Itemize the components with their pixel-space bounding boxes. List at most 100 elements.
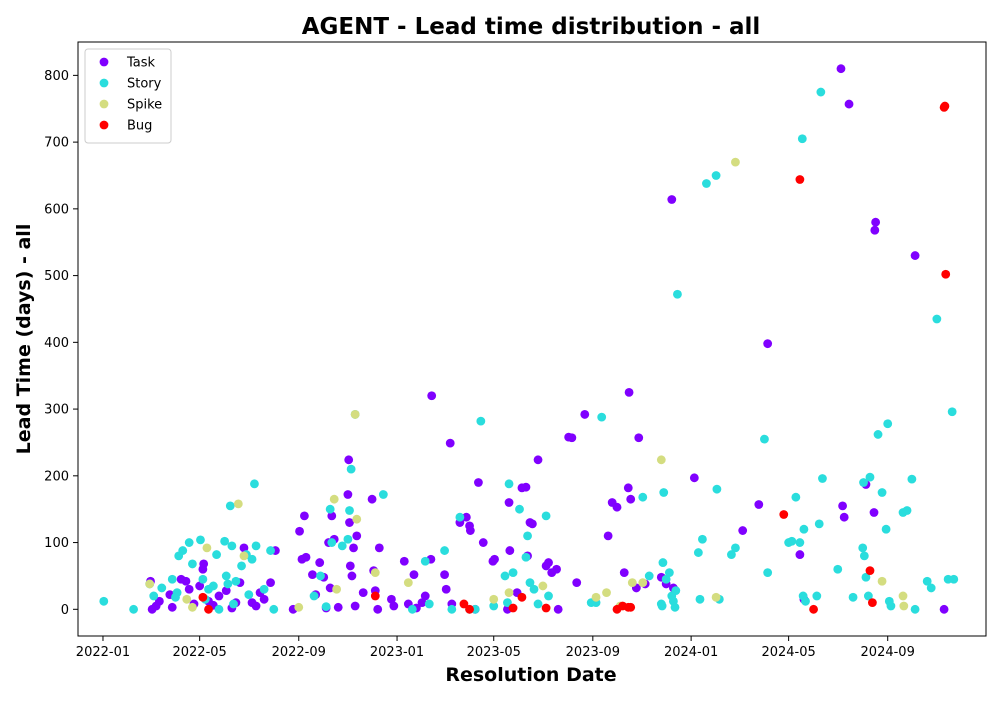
data-point [567, 433, 577, 443]
data-point [626, 602, 636, 612]
data-point [343, 534, 353, 544]
data-point [233, 499, 243, 509]
data-point [321, 602, 331, 612]
data-point [656, 455, 666, 465]
data-point [358, 588, 368, 598]
data-point [465, 526, 475, 535]
data-point [427, 391, 437, 401]
data-point [259, 584, 269, 594]
legend-label: Story [127, 77, 162, 92]
data-point [910, 251, 920, 260]
data-point [251, 601, 261, 611]
data-point [420, 556, 430, 566]
data-point [266, 578, 275, 588]
data-point [870, 225, 880, 235]
data-point [251, 541, 261, 551]
legend-label: Task [126, 56, 156, 71]
data-point [424, 599, 434, 609]
data-point [447, 604, 457, 614]
data-point [389, 601, 399, 611]
data-point [345, 518, 354, 527]
data-point [345, 561, 355, 571]
data-point [659, 488, 669, 497]
plot-area-frame [77, 41, 987, 637]
data-point [689, 473, 699, 483]
y-tick-label: 800 [44, 69, 69, 84]
data-point [315, 558, 325, 567]
data-point [220, 536, 230, 546]
data-point [907, 474, 917, 484]
data-point [157, 583, 167, 593]
data-point [812, 591, 822, 601]
data-point [212, 550, 221, 559]
data-point [626, 494, 636, 504]
data-point [474, 478, 483, 487]
data-point [670, 602, 680, 612]
data-point [188, 602, 197, 612]
data-point [259, 594, 269, 604]
data-point [407, 604, 417, 614]
data-point [517, 592, 527, 602]
data-point [440, 546, 449, 555]
data-point [229, 599, 238, 609]
y-tick-label: 200 [44, 469, 69, 484]
data-point [695, 594, 705, 604]
legend-label: Bug [127, 119, 152, 134]
data-point [227, 541, 237, 551]
legend-marker [99, 99, 109, 109]
data-point [237, 561, 246, 571]
data-point [795, 175, 805, 184]
data-point [795, 550, 805, 559]
data-point [738, 526, 748, 535]
data-point [184, 584, 194, 594]
y-tick-label: 100 [44, 536, 69, 551]
data-point [445, 438, 455, 448]
x-tick-label: 2024-05 [761, 645, 815, 660]
data-point [337, 541, 347, 551]
data-point [343, 490, 353, 499]
y-tick-label: 400 [44, 336, 69, 351]
data-point [763, 339, 773, 349]
data-point [939, 604, 949, 614]
data-point [300, 511, 309, 521]
data-point [403, 578, 413, 588]
data-point [370, 591, 380, 601]
data-point [231, 576, 241, 586]
data-point [409, 570, 419, 579]
data-point [461, 512, 471, 522]
data-point [196, 535, 205, 545]
data-point [671, 586, 681, 596]
data-point [552, 564, 561, 574]
data-point [345, 506, 354, 515]
x-tick-label: 2022-05 [172, 645, 226, 660]
data-point [712, 484, 722, 494]
data-point [225, 501, 235, 511]
data-point [294, 602, 304, 612]
data-point [349, 543, 358, 553]
data-point [500, 571, 510, 581]
data-point [309, 591, 319, 601]
data-point [489, 594, 499, 604]
data-point [661, 574, 671, 584]
data-point [865, 566, 875, 575]
data-point [188, 559, 197, 569]
legend-label: Spike [127, 98, 162, 113]
data-point [239, 543, 249, 553]
x-tick-label: 2023-05 [467, 645, 521, 660]
data-point [181, 576, 191, 586]
legend: Task Story Spike Bug [84, 48, 172, 144]
data-point [836, 64, 846, 74]
data-point [932, 314, 942, 324]
data-point [350, 601, 360, 611]
data-point [214, 604, 224, 614]
y-tick-label: 500 [44, 269, 69, 284]
data-point [198, 592, 208, 602]
data-point [333, 602, 343, 612]
data-point [221, 571, 231, 581]
y-axis-ticks: 0 100 200 300 400 500 600 700 800 [44, 69, 78, 618]
data-point [538, 581, 548, 591]
data-point [420, 591, 430, 601]
data-point [760, 434, 769, 444]
x-axis-label: Resolution Date [445, 664, 616, 686]
data-point [940, 101, 950, 111]
